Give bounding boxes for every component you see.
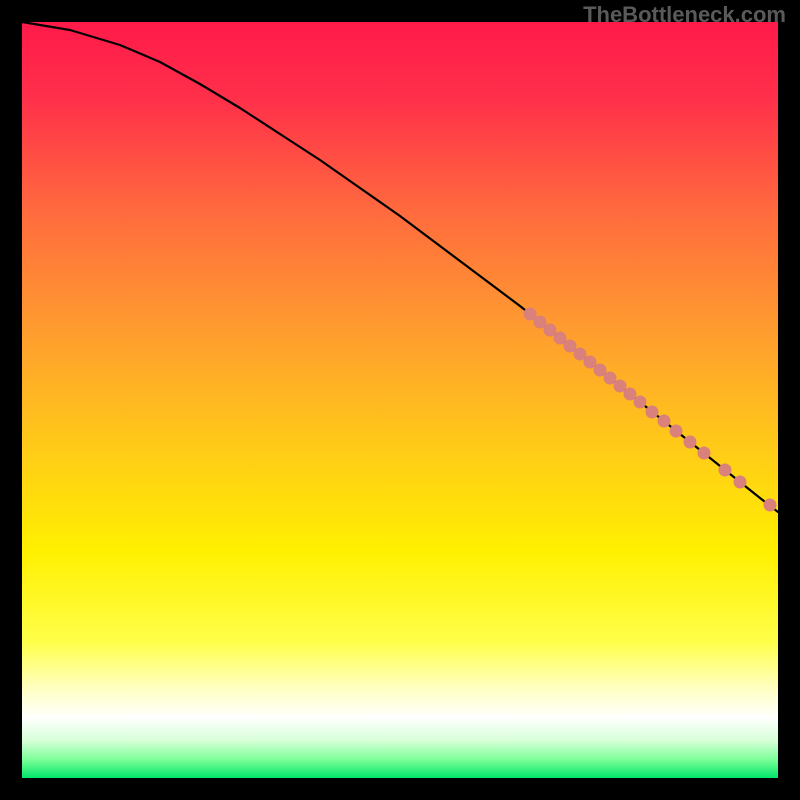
data-marker (574, 348, 586, 360)
data-marker (670, 425, 682, 437)
data-marker (554, 332, 566, 344)
data-marker (534, 316, 546, 328)
marker-group (524, 308, 776, 511)
data-marker (734, 476, 746, 488)
data-marker (604, 372, 616, 384)
data-marker (698, 447, 710, 459)
data-marker (646, 406, 658, 418)
data-marker (658, 415, 670, 427)
data-marker (584, 356, 596, 368)
data-marker (594, 364, 606, 376)
data-marker (614, 380, 626, 392)
data-marker (719, 464, 731, 476)
data-marker (564, 340, 576, 352)
curve-line (22, 22, 778, 512)
data-marker (634, 396, 646, 408)
data-marker (544, 324, 556, 336)
watermark-text: TheBottleneck.com (583, 2, 786, 28)
data-marker (524, 308, 536, 320)
data-marker (624, 388, 636, 400)
data-marker (764, 499, 776, 511)
chart-overlay (0, 0, 800, 800)
data-marker (684, 436, 696, 448)
